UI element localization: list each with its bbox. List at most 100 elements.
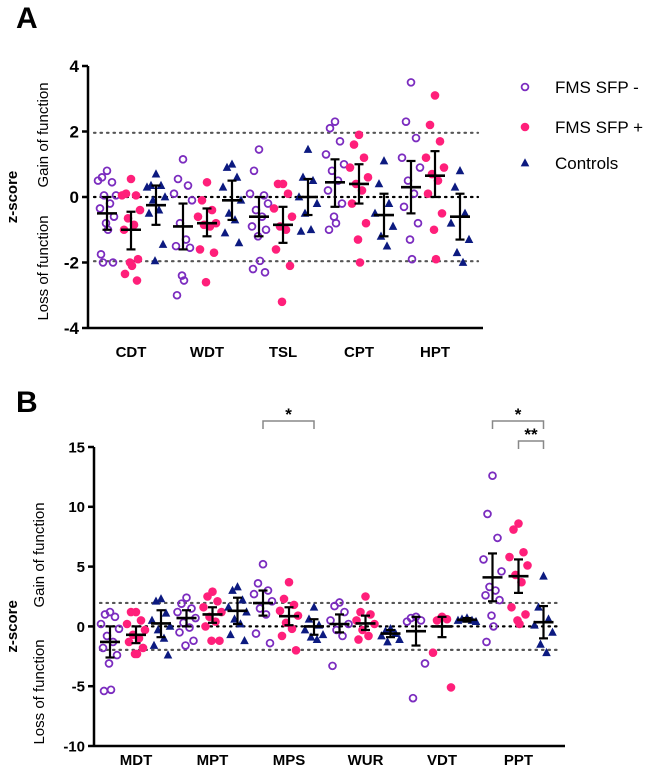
data-point bbox=[255, 256, 265, 266]
legend-label: FMS SFP + bbox=[555, 118, 643, 137]
group-mpt-fms-sfp-pos bbox=[199, 587, 226, 646]
data-point bbox=[182, 593, 191, 602]
data-point bbox=[539, 571, 548, 580]
data-point bbox=[209, 248, 219, 257]
data-point bbox=[132, 649, 142, 659]
group-wur-fms-sfp-neg bbox=[326, 598, 353, 671]
data-point bbox=[284, 577, 294, 587]
group-vdt-fms-sfp-pos bbox=[428, 612, 456, 692]
group-cdt-controls bbox=[142, 169, 170, 265]
data-point bbox=[505, 552, 514, 562]
data-point bbox=[446, 218, 456, 227]
data-point bbox=[399, 202, 409, 212]
group-wdt-controls bbox=[218, 159, 246, 247]
data-point bbox=[245, 189, 255, 199]
data-point bbox=[197, 195, 207, 205]
data-point bbox=[519, 547, 528, 557]
data-point bbox=[226, 629, 235, 639]
data-point bbox=[383, 637, 392, 646]
x-category-label: VDT bbox=[427, 752, 457, 769]
data-point bbox=[142, 182, 152, 191]
data-point bbox=[169, 189, 179, 199]
data-point bbox=[354, 635, 363, 644]
data-point bbox=[283, 189, 293, 199]
data-point bbox=[421, 153, 431, 162]
loss-of-function-label: Loss of function bbox=[31, 639, 48, 744]
data-point bbox=[428, 648, 438, 658]
data-point bbox=[96, 619, 106, 629]
data-point bbox=[411, 133, 421, 143]
legend-item-fms-sfp-neg: FMS SFP - bbox=[520, 78, 639, 97]
data-point bbox=[199, 602, 208, 612]
data-point bbox=[323, 186, 333, 195]
data-point bbox=[335, 137, 345, 146]
x-category-label: MPT bbox=[197, 752, 229, 769]
data-point bbox=[171, 241, 181, 251]
data-point bbox=[495, 595, 504, 605]
data-point bbox=[132, 276, 142, 285]
y-tick-label: -5 bbox=[72, 679, 85, 696]
x-category-label: MDT bbox=[120, 752, 153, 769]
y-tick-label: -4 bbox=[64, 319, 80, 338]
data-point bbox=[523, 561, 532, 570]
data-point bbox=[258, 559, 268, 569]
data-point bbox=[151, 596, 161, 605]
data-point bbox=[275, 606, 285, 616]
data-point bbox=[388, 221, 398, 230]
data-point bbox=[179, 276, 189, 285]
data-point bbox=[321, 150, 331, 159]
legend-item-fms-sfp-pos: FMS SFP + bbox=[520, 118, 643, 137]
data-point bbox=[249, 166, 259, 176]
data-point bbox=[548, 627, 557, 636]
data-point bbox=[173, 607, 182, 617]
group-mpt-controls bbox=[224, 582, 251, 645]
data-point bbox=[187, 195, 197, 205]
data-point bbox=[340, 607, 349, 617]
data-point bbox=[234, 238, 244, 247]
data-point bbox=[126, 174, 136, 184]
data-point bbox=[353, 235, 363, 244]
data-point bbox=[366, 610, 375, 619]
group-wdt-fms-sfp-neg bbox=[169, 155, 197, 300]
data-point bbox=[173, 174, 183, 184]
data-point bbox=[306, 632, 316, 641]
x-category-label: CPT bbox=[344, 344, 374, 361]
loss-of-function-label: Loss of function bbox=[35, 215, 52, 320]
data-point bbox=[117, 191, 127, 200]
data-point bbox=[355, 258, 365, 267]
data-point bbox=[124, 637, 134, 647]
group-mps-controls bbox=[300, 602, 328, 643]
data-point bbox=[331, 218, 341, 228]
data-point bbox=[460, 208, 470, 217]
y-tick-label: 2 bbox=[70, 123, 79, 142]
data-point bbox=[303, 144, 313, 153]
data-point bbox=[218, 182, 228, 191]
data-point bbox=[249, 589, 259, 599]
data-point bbox=[233, 582, 242, 591]
group-hpt-fms-sfp-neg bbox=[397, 78, 425, 264]
data-point bbox=[251, 629, 261, 638]
data-point bbox=[401, 117, 411, 126]
data-point bbox=[185, 243, 195, 253]
group-tsl-fms-sfp-neg bbox=[245, 145, 273, 277]
data-point bbox=[437, 209, 447, 218]
group-cdt-fms-sfp-neg bbox=[93, 166, 121, 267]
data-point bbox=[240, 635, 249, 645]
group-wdt-fms-sfp-pos bbox=[193, 177, 221, 287]
data-point bbox=[165, 621, 175, 630]
data-point bbox=[104, 659, 114, 668]
data-point bbox=[287, 212, 297, 221]
data-point bbox=[108, 258, 118, 267]
data-point bbox=[325, 123, 335, 133]
data-point bbox=[177, 271, 187, 280]
data-point bbox=[420, 659, 430, 668]
data-point bbox=[324, 225, 334, 235]
data-point bbox=[151, 169, 161, 178]
data-point bbox=[479, 555, 488, 564]
data-point bbox=[177, 599, 186, 608]
y-tick-label: 5 bbox=[77, 559, 85, 576]
data-point bbox=[181, 641, 190, 650]
data-point bbox=[379, 156, 389, 165]
data-point bbox=[407, 254, 417, 264]
data-point bbox=[107, 177, 117, 187]
